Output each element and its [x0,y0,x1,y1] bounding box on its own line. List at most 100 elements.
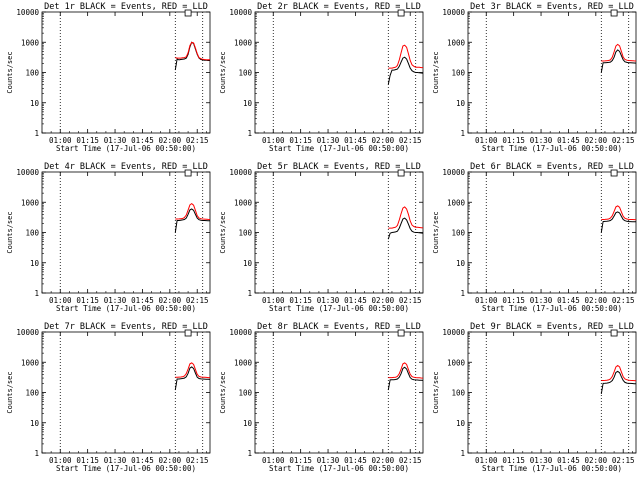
y-axis-label: Counts/sec [6,51,14,93]
x-tick-label: 02:00 [372,456,395,465]
y-axis-label: Counts/sec [6,371,14,413]
detector-panel: Det 2r BLACK = Events, RED = LLD 1 10 100 10… [219,2,424,153]
chart-title: Det 9r BLACK = Events, RED = LLD [470,322,634,332]
chart-title: Det 1r BLACK = Events, RED = LLD [44,2,208,12]
x-tick-label: 01:45 [131,456,154,465]
y-tick-label: 1000 [234,38,253,47]
x-tick-label: 02:15 [186,136,209,145]
events-series-line [174,366,211,391]
x-axis-label: Start Time (17-Jul-06 00:50:00) [482,144,622,153]
y-tick-label: 100 [25,69,39,78]
plot-frame [254,171,424,294]
y-tick-label: 10000 [229,328,252,337]
x-tick-label: 02:00 [372,296,395,305]
events-series-line [387,366,424,391]
x-tick-label: 01:15 [76,296,99,305]
chart-title: Det 7r BLACK = Events, RED = LLD [44,322,208,332]
x-axis-label: Start Time (17-Jul-06 00:50:00) [56,144,196,153]
plot-frame [467,331,637,454]
x-axis-label: Start Time (17-Jul-06 00:50:00) [56,464,196,473]
chart-title: Det 8r BLACK = Events, RED = LLD [257,322,421,332]
events-series-line [600,49,637,73]
y-tick-label: 10 [30,419,40,428]
x-tick-label: 01:45 [557,296,580,305]
detector-panel: Det 7r BLACK = Events, RED = LLD 1 10 100 10… [6,322,211,473]
flag-marker [610,9,618,17]
plot-frame [254,331,424,454]
x-tick-label: 01:15 [76,136,99,145]
y-tick-label: 10000 [16,8,39,17]
lld-series-line [175,41,210,61]
detector-panel: Det 9r BLACK = Events, RED = LLD 1 10 100 10… [432,322,637,473]
x-tick-label: 02:00 [585,296,608,305]
flag-marker [184,329,192,337]
x-tick-label: 01:30 [104,456,127,465]
x-tick-label: 01:45 [344,136,367,145]
x-axis-label: Start Time (17-Jul-06 00:50:00) [482,464,622,473]
detector-panel: Det 1r BLACK = Events, RED = LLD 1 10 100 10… [6,2,211,153]
x-axis-label: Start Time (17-Jul-06 00:50:00) [269,464,409,473]
x-tick-label: 01:00 [262,136,285,145]
lld-series-line [175,362,210,379]
plot-frame [41,11,211,134]
x-tick-label: 02:00 [585,456,608,465]
x-tick-label: 01:30 [317,456,340,465]
x-tick-label: 02:15 [186,296,209,305]
y-tick-label: 10 [456,419,466,428]
y-tick-label: 1000 [21,198,40,207]
y-tick-label: 1 [247,449,252,458]
x-tick-label: 01:45 [131,136,154,145]
lld-series-line [601,205,637,221]
y-tick-label: 10 [456,259,466,268]
y-tick-label: 100 [238,69,252,78]
flag-marker [184,9,192,17]
flag-marker [610,329,618,337]
y-tick-label: 10000 [229,8,252,17]
x-tick-label: 01:30 [530,296,553,305]
x-tick-label: 01:00 [262,296,285,305]
y-tick-label: 10000 [442,8,465,17]
x-tick-label: 01:00 [49,136,72,145]
y-tick-label: 10 [30,99,40,108]
flag-marker [397,9,405,17]
lld-series-line [388,362,424,379]
x-tick-label: 01:00 [49,296,72,305]
y-tick-label: 10 [243,99,253,108]
y-tick-label: 10000 [442,328,465,337]
x-tick-label: 02:00 [372,136,395,145]
y-axis-label: Counts/sec [432,371,440,413]
y-tick-label: 1 [247,129,252,138]
x-tick-label: 01:30 [317,136,340,145]
x-tick-label: 01:45 [344,296,367,305]
y-tick-label: 1000 [21,38,40,47]
x-tick-label: 01:15 [502,456,525,465]
events-series-line [600,370,636,394]
y-tick-label: 1000 [447,38,466,47]
x-axis-label: Start Time (17-Jul-06 00:50:00) [56,304,196,313]
y-tick-label: 100 [451,229,465,238]
events-series-line [387,56,424,85]
x-tick-label: 02:15 [399,136,422,145]
y-tick-label: 10 [243,419,253,428]
y-tick-label: 100 [238,389,252,398]
x-tick-label: 01:00 [475,296,498,305]
y-tick-label: 10000 [442,168,465,177]
detector-panel: Det 5r BLACK = Events, RED = LLD 1 10 100 10… [219,162,424,313]
y-tick-label: 1000 [447,198,466,207]
plot-frame [467,171,637,294]
y-axis-label: Counts/sec [219,371,227,413]
y-tick-label: 100 [451,69,465,78]
x-tick-label: 01:15 [289,296,312,305]
detector-panel: Det 3r BLACK = Events, RED = LLD 1 10 100 10… [432,2,637,153]
x-tick-label: 01:30 [317,296,340,305]
y-tick-label: 1 [460,129,465,138]
y-tick-label: 1 [460,289,465,298]
flag-marker [184,169,192,177]
x-tick-label: 01:45 [557,136,580,145]
chart-title: Det 5r BLACK = Events, RED = LLD [257,162,421,172]
flag-marker [397,169,405,177]
x-tick-label: 01:45 [131,296,154,305]
x-tick-label: 01:15 [76,456,99,465]
y-tick-label: 1 [460,449,465,458]
